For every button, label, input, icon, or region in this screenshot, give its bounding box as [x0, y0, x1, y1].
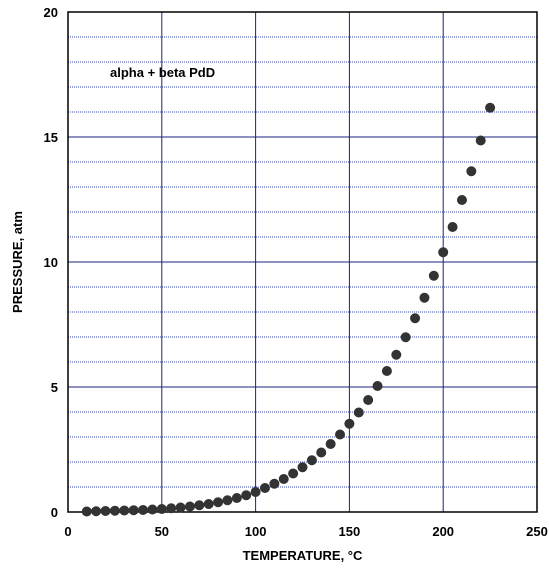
- data-point: [456, 195, 467, 205]
- y-tick-label: 10: [44, 255, 58, 270]
- data-point: [109, 505, 120, 516]
- x-tick-label: 0: [64, 524, 71, 539]
- data-point: [184, 501, 195, 512]
- data-point: [203, 499, 214, 509]
- data-point: [381, 366, 392, 376]
- data-point: [147, 504, 158, 515]
- data-point: [353, 407, 364, 418]
- data-point: [466, 166, 477, 177]
- data-point: [100, 506, 111, 516]
- data-point: [259, 483, 270, 493]
- data-point: [81, 506, 92, 517]
- y-tick-label: 0: [51, 505, 58, 520]
- data-point: [306, 455, 317, 466]
- y-tick-label: 5: [51, 380, 58, 395]
- data-point: [91, 506, 102, 517]
- data-point: [316, 447, 327, 458]
- data-point: [222, 495, 233, 506]
- tick-labels: 0 50 100 150 200 250 0 5 10 15 20: [44, 5, 548, 539]
- data-point: [128, 505, 139, 516]
- data-point: [278, 474, 289, 484]
- data-point: [231, 493, 242, 503]
- plot-frame: [67, 11, 538, 513]
- x-tick-label: 150: [339, 524, 361, 539]
- data-point: [194, 500, 205, 511]
- data-point: [297, 462, 308, 473]
- data-point: [250, 487, 261, 497]
- data-point: [138, 505, 149, 515]
- data-point: [428, 270, 439, 281]
- data-point: [166, 503, 177, 514]
- data-point: [325, 439, 336, 449]
- data-point: [447, 222, 458, 232]
- data-point: [400, 332, 411, 343]
- data-point: [344, 418, 355, 429]
- x-tick-label: 100: [245, 524, 267, 539]
- data-point: [410, 313, 421, 324]
- y-tick-label: 15: [44, 130, 58, 145]
- data-point: [269, 478, 280, 489]
- data-point: [156, 504, 167, 514]
- data-point: [419, 292, 430, 303]
- data-point: [213, 497, 224, 508]
- data-point: [475, 135, 486, 146]
- data-point: [335, 429, 346, 440]
- data-points: [81, 102, 496, 517]
- data-point: [119, 505, 130, 516]
- data-point: [241, 490, 252, 501]
- x-axis-label: TEMPERATURE, °C: [243, 548, 363, 563]
- y-axis-label: PRESSURE, atm: [10, 211, 25, 313]
- y-tick-label: 20: [44, 5, 58, 20]
- data-point: [485, 102, 496, 113]
- x-tick-label: 50: [155, 524, 169, 539]
- x-tick-label: 200: [432, 524, 454, 539]
- grid: [68, 12, 537, 512]
- x-tick-label: 250: [526, 524, 548, 539]
- data-point: [372, 381, 383, 391]
- data-point: [363, 395, 374, 405]
- data-point: [438, 247, 449, 258]
- chart-annotation: alpha + beta PdD: [110, 65, 215, 80]
- data-point: [288, 468, 299, 479]
- data-point: [391, 349, 402, 360]
- data-point: [175, 502, 186, 513]
